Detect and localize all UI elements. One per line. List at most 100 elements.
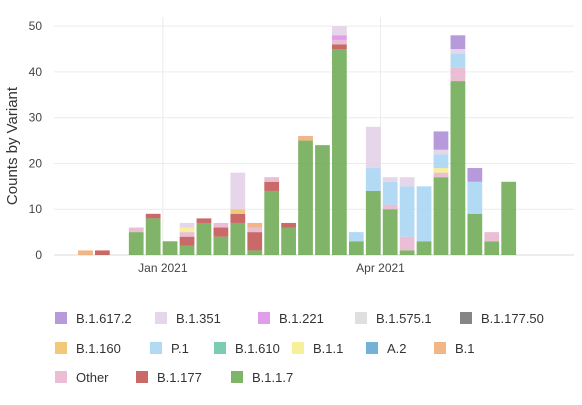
bar-segment-p-1[interactable] [416, 186, 432, 242]
legend-swatch [258, 312, 270, 324]
bar-segment-b-1-1-7[interactable] [332, 49, 347, 255]
bar-segment-b-1-1[interactable] [433, 168, 449, 173]
bar-segment-b-1-221[interactable] [332, 35, 347, 40]
bar-segment-b-1-177[interactable] [179, 236, 195, 246]
legend-swatch [150, 342, 162, 354]
bar-segment-b-1-1-7[interactable] [196, 222, 212, 255]
bar-segment-b-1-177[interactable] [213, 227, 229, 237]
bar-segment-b-1-177[interactable] [230, 213, 246, 223]
bar-segment-b-1-351[interactable] [179, 222, 195, 228]
x-tick-label: Apr 2021 [356, 261, 405, 275]
bar-segment-b-1-1-7[interactable] [281, 227, 296, 255]
bar-segment-other[interactable] [179, 232, 195, 237]
bar-segment-b-1-1-7[interactable] [416, 241, 432, 255]
bar-segment-b-1-1-7[interactable] [213, 236, 229, 255]
bar-segment-p-1[interactable] [348, 232, 364, 242]
legend-item-b-1-221[interactable]: B.1.221 [258, 311, 324, 326]
bar-segment-b-1-351[interactable] [332, 26, 347, 36]
legend-item-b-1-617-2[interactable]: B.1.617.2 [55, 311, 132, 326]
bar-segment-b-1-1-7[interactable] [348, 241, 364, 255]
bar-segment-b-1[interactable] [78, 250, 93, 255]
bar-segment-p-1[interactable] [467, 181, 483, 214]
bar-segment-other[interactable] [433, 172, 449, 178]
bar-segment-b-1-1-7[interactable] [264, 190, 280, 255]
bar-segment-b-1-351[interactable] [433, 149, 449, 155]
bar-segment-b-1-1-7[interactable] [501, 181, 517, 255]
bar-segment-p-1[interactable] [365, 168, 381, 191]
bar-segment-b-1[interactable] [247, 222, 263, 228]
bar-segment-other[interactable] [213, 222, 229, 228]
bar-segment-other[interactable] [247, 227, 263, 233]
legend-item-b-1-575-1[interactable]: B.1.575.1 [355, 311, 432, 326]
bar-segment-b-1-1-7[interactable] [230, 222, 246, 255]
bar-segment-b-1-177[interactable] [247, 232, 263, 251]
bar-segment-b-1[interactable] [298, 136, 313, 141]
legend-swatch [214, 342, 226, 354]
bar-segment-b-1-617-2[interactable] [467, 168, 483, 182]
bar-segment-b-1-160[interactable] [230, 209, 246, 214]
legend-label: B.1.617.2 [76, 311, 132, 326]
bar-segment-other[interactable] [399, 236, 415, 251]
bar-segment-other[interactable] [332, 39, 347, 45]
legend-label: B.1.221 [279, 311, 324, 326]
legend-item-b-1-610[interactable]: B.1.610 [214, 341, 280, 356]
bar-segment-b-1-1-7[interactable] [450, 81, 466, 255]
bar-segment-b-1-351[interactable] [450, 49, 466, 54]
legend-item-b-1-177-50[interactable]: B.1.177.50 [460, 311, 544, 326]
bar-segment-b-1-617-2[interactable] [433, 131, 449, 150]
bar-segment-other[interactable] [450, 67, 466, 82]
bar-segment-b-1-351[interactable] [399, 177, 415, 187]
legend-item-b-1-1-7[interactable]: B.1.1.7 [231, 370, 293, 385]
legend-swatch [55, 371, 67, 383]
bar-segment-b-1-1-7[interactable] [484, 241, 500, 255]
legend-item-b-1-177[interactable]: B.1.177 [136, 370, 202, 385]
bar-segment-b-1-177[interactable] [281, 222, 296, 228]
grid-layer [54, 17, 574, 256]
bar-segment-p-1[interactable] [433, 154, 449, 169]
bar-segment-p-1[interactable] [399, 186, 415, 237]
bars-layer [78, 26, 517, 255]
legend-item-a-2[interactable]: A.2 [366, 341, 407, 356]
y-tick-label: 20 [29, 156, 43, 170]
bar-segment-b-1-177[interactable] [95, 250, 110, 255]
bar-segment-b-1-351[interactable] [230, 172, 246, 210]
bar-segment-b-1-1-7[interactable] [467, 213, 483, 255]
legend-item-p-1[interactable]: P.1 [150, 341, 189, 356]
bar-segment-b-1-1-7[interactable] [382, 209, 398, 255]
legend-item-b-1[interactable]: B.1 [434, 341, 475, 356]
bar-segment-p-1[interactable] [450, 53, 466, 68]
legend-label: B.1.177.50 [481, 311, 544, 326]
bar-segment-b-1-177[interactable] [264, 181, 280, 191]
legend: B.1.617.2 B.1.351 B.1.221 B.1.575.1 B.1.177.… [55, 311, 544, 385]
bar-segment-b-1-351[interactable] [365, 126, 381, 169]
legend-item-other[interactable]: Other [55, 370, 109, 385]
bar-segment-b-1-1-7[interactable] [162, 241, 178, 255]
legend-swatch [292, 342, 304, 354]
legend-item-b-1-160[interactable]: B.1.160 [55, 341, 121, 356]
legend-swatch [55, 342, 67, 354]
bar-segment-b-1-1-7[interactable] [315, 145, 330, 255]
bar-segment-b-1-1-7[interactable] [298, 140, 313, 255]
bar-segment-b-1-1[interactable] [179, 227, 195, 233]
bar-segment-b-1-1-7[interactable] [179, 245, 195, 255]
legend-item-b-1-351[interactable]: B.1.351 [155, 311, 221, 326]
bar-segment-b-1-1-7[interactable] [247, 250, 263, 255]
bar-segment-b-1-617-2[interactable] [450, 35, 466, 50]
bar-segment-b-1-177[interactable] [332, 44, 347, 50]
legend-item-b-1-1[interactable]: B.1.1 [292, 341, 343, 356]
bar-segment-other[interactable] [382, 204, 398, 210]
bar-segment-other[interactable] [484, 232, 500, 242]
bar-segment-other[interactable] [264, 177, 280, 182]
bar-segment-b-1-1-7[interactable] [145, 218, 161, 255]
bar-segment-b-1-1-7[interactable] [128, 232, 144, 255]
bar-segment-p-1[interactable] [382, 181, 398, 205]
y-tick-label: 50 [29, 19, 43, 33]
bar-segment-other[interactable] [128, 227, 144, 233]
bar-segment-b-1-177[interactable] [196, 218, 212, 223]
bar-segment-b-1-351[interactable] [382, 177, 398, 182]
bar-segment-b-1-1-7[interactable] [399, 250, 415, 255]
bar-segment-b-1-1-7[interactable] [433, 177, 449, 255]
bar-segment-b-1-1-7[interactable] [365, 190, 381, 255]
bar-segment-b-1-177[interactable] [145, 213, 161, 219]
